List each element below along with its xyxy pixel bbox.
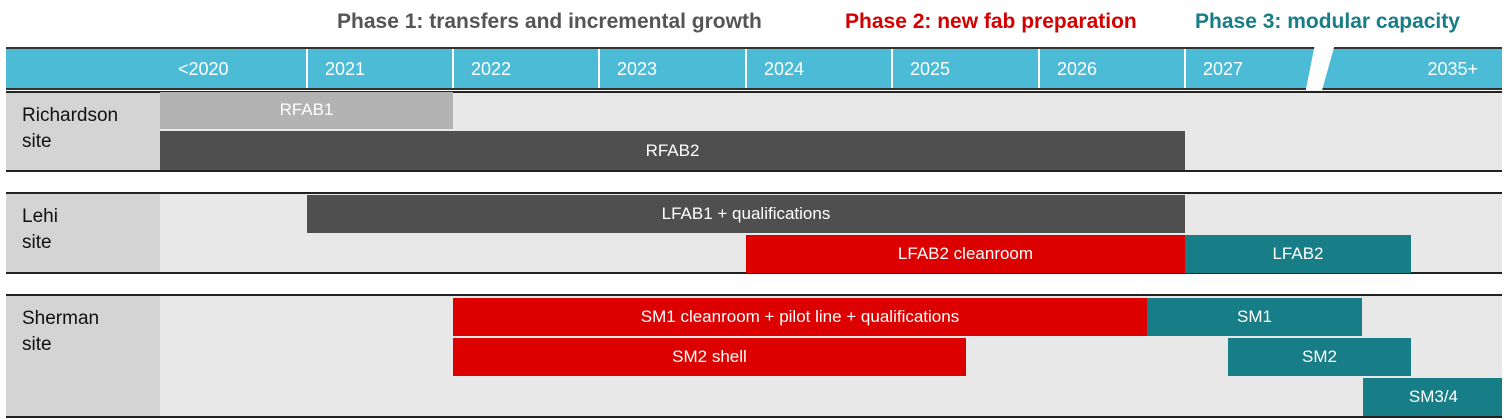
year-separator [452, 49, 454, 88]
site-label: Richardson site [6, 93, 160, 170]
year-label: <2020 [178, 59, 229, 79]
gantt-bar: SM2 shell [453, 338, 966, 376]
gantt-bar: SM3/4 [1363, 378, 1502, 416]
phase-1-label: Phase 1: transfers and incremental growt… [337, 10, 762, 33]
year-label: 2023 [617, 59, 658, 79]
year-separator [1038, 49, 1040, 88]
gantt-bar: SM1 [1147, 298, 1362, 336]
year-separator [1184, 49, 1186, 88]
phase-3-label: Phase 3: modular capacity [1195, 10, 1460, 33]
year-label: 2035+ [1427, 59, 1478, 79]
site-label: Sherman site [6, 296, 160, 416]
year-label: 2021 [325, 59, 366, 79]
gantt-bar: LFAB1 + qualifications [307, 195, 1185, 233]
year-separator [598, 49, 600, 88]
gantt-bar: SM1 cleanroom + pilot line + qualificati… [453, 298, 1147, 336]
gantt-bar: RFAB2 [160, 131, 1185, 170]
gantt-bar: LFAB2 cleanroom [746, 235, 1185, 273]
year-label: 2026 [1057, 59, 1098, 79]
year-label: 2022 [471, 59, 512, 79]
year-separator [745, 49, 747, 88]
phase-2-label: Phase 2: new fab preparation [845, 10, 1137, 33]
year-label: 2027 [1203, 59, 1244, 79]
timeline-header [6, 47, 1502, 90]
gantt-bar: LFAB2 [1185, 235, 1411, 273]
year-label: 2024 [764, 59, 805, 79]
year-label: 2025 [910, 59, 951, 79]
year-separator [891, 49, 893, 88]
axis-break-icon [1305, 44, 1335, 94]
gantt-bar: SM2 [1228, 338, 1411, 376]
year-separator [306, 49, 308, 88]
site-label: Lehi site [6, 194, 160, 272]
gantt-bar: RFAB1 [160, 92, 453, 129]
